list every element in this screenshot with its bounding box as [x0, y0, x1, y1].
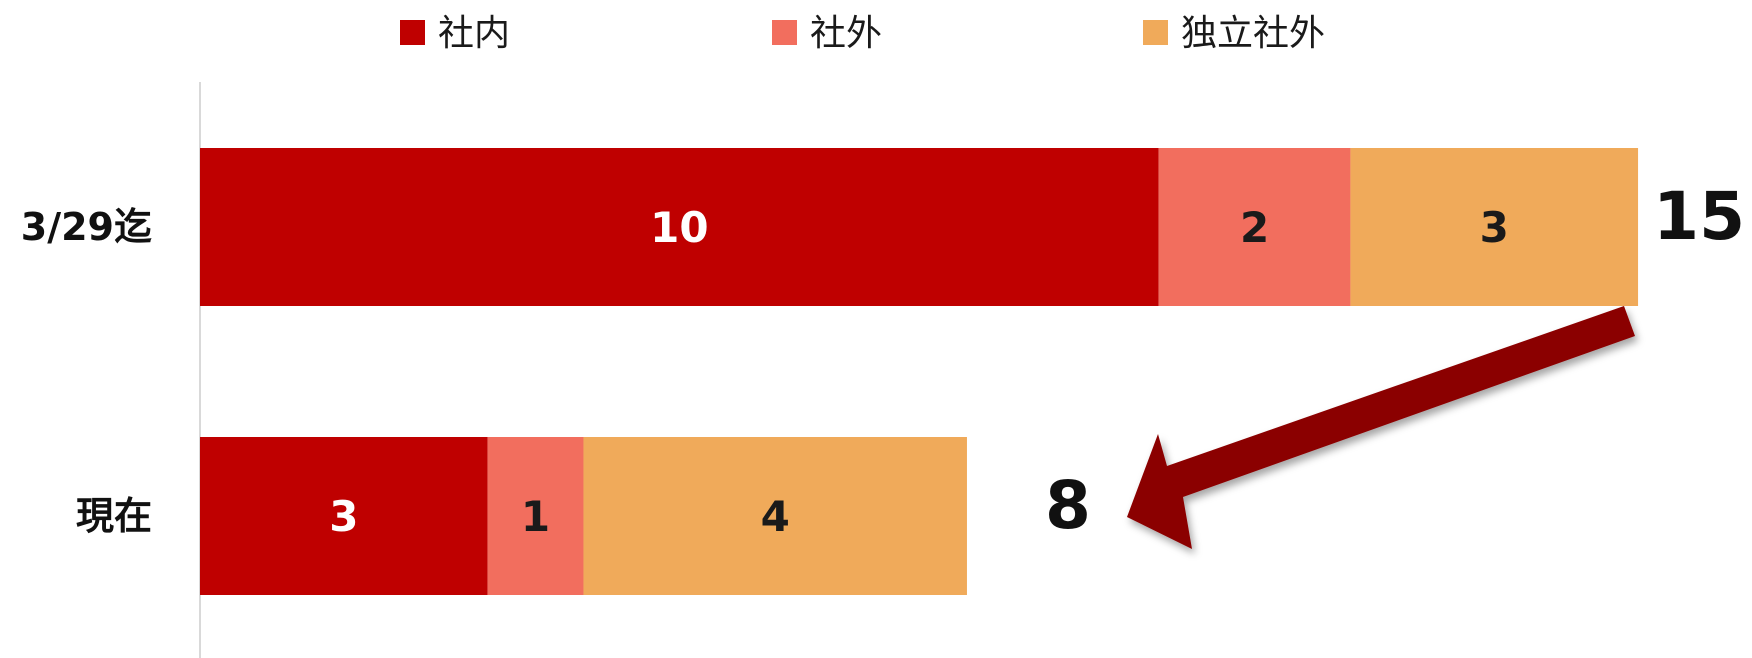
bar-segment: [1350, 148, 1639, 306]
segment-value-label: 2: [1240, 203, 1269, 252]
legend-swatch: [772, 20, 797, 45]
bar-segment: [200, 148, 1159, 306]
legend-label: 社外: [810, 13, 882, 54]
bar-segment: [583, 437, 967, 595]
total-value-label: 15: [1653, 178, 1745, 255]
legend-label: 社内: [438, 13, 510, 54]
segment-value-label: 1: [521, 492, 550, 541]
legend-swatch: [400, 20, 425, 45]
category-label: 3/29迄: [21, 205, 152, 249]
total-labels: 15 8: [1045, 178, 1745, 544]
segment-value-label: 10: [650, 203, 708, 252]
bar-segment: [200, 437, 488, 595]
decrease-arrow: [1127, 306, 1635, 549]
bars: 10 2 3 3 1 4: [200, 148, 1639, 595]
total-value-label: 8: [1045, 467, 1091, 544]
segment-value-label: 3: [1480, 203, 1509, 252]
legend-swatch: [1143, 20, 1168, 45]
segment-value-label: 3: [329, 492, 358, 541]
legend-label: 独立社外: [1181, 13, 1325, 54]
segment-value-label: 4: [761, 492, 790, 541]
category-label: 現在: [76, 494, 152, 538]
legend: 社内 社外 独立社外: [400, 13, 1325, 54]
bar-segment: [487, 437, 584, 595]
bar-segment: [1158, 148, 1351, 306]
